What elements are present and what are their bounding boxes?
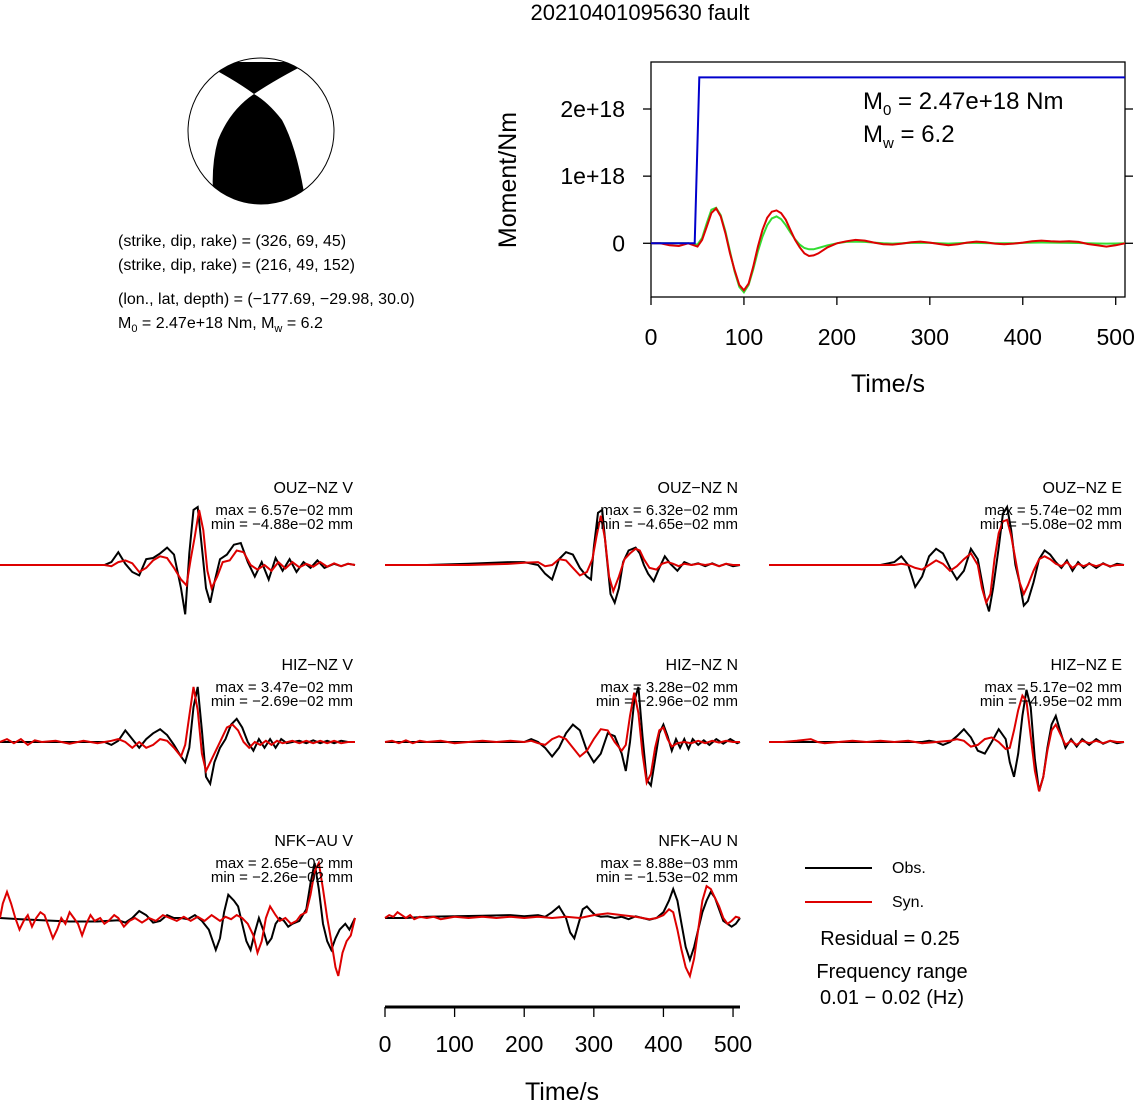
- moment-rate-chart: 0 100 200 300 400 500 0 1e+18 2e+18 Time/s Mome…: [494, 61, 1135, 398]
- station-min: min = −4.88e−02 mm: [211, 516, 353, 533]
- station-max: max = 5.74e−02 mm: [984, 502, 1122, 519]
- station-name: HIZ−NZ V: [281, 657, 353, 674]
- station-max: max = 3.47e−02 mm: [215, 679, 353, 696]
- synthetic-trace: [769, 693, 1124, 792]
- beachball-compressional-north: [200, 62, 310, 94]
- station-max: max = 3.28e−02 mm: [600, 679, 738, 696]
- moment-x-tick-label: 200: [818, 324, 856, 350]
- location-line: (lon., lat, depth) = (−177.69, −29.98, 3…: [118, 291, 415, 308]
- moment-x-tick-label: 500: [1097, 324, 1135, 350]
- waveform-x-tick-label: 400: [644, 1031, 682, 1057]
- waveform-x-tick-label: 300: [575, 1031, 613, 1057]
- synthetic-trace: [0, 686, 355, 774]
- waveform-x-tick-label: 100: [435, 1031, 473, 1057]
- station-max: max = 5.17e−02 mm: [984, 679, 1122, 696]
- legend-syn-label: Syn.: [892, 894, 924, 911]
- station-name: NFK−AU V: [274, 833, 353, 850]
- station-max: max = 2.65e−02 mm: [215, 855, 353, 872]
- station-min: min = −1.53e−02 mm: [596, 869, 738, 886]
- station-max: max = 6.57e−02 mm: [215, 502, 353, 519]
- moment-x-tick-label: 0: [645, 324, 658, 350]
- beachball-outline: [187, 57, 335, 205]
- moment-plot-frame: [650, 61, 1126, 298]
- synthetic-trace: [385, 515, 740, 595]
- observed-trace: [385, 886, 741, 964]
- synthetic-trace: [769, 518, 1124, 606]
- station-name: OUZ−NZ N: [658, 480, 738, 497]
- synthetic-trace: [384, 884, 741, 979]
- magnitude-line: M0 = 2.47e+18 Nm, Mw = 6.2: [118, 315, 323, 335]
- station-name: OUZ−NZ V: [273, 480, 353, 497]
- waveform-x-tick-label: 200: [505, 1031, 543, 1057]
- legend-obs-label: Obs.: [892, 860, 926, 877]
- station-min: min = −2.26e−02 mm: [211, 869, 353, 886]
- residual-text: Residual = 0.25: [820, 928, 960, 950]
- waveform-x-axis-label: Time/s: [525, 1078, 599, 1104]
- station-min: min = −5.08e−02 mm: [980, 516, 1122, 533]
- moment-y-tick-label: 1e+18: [560, 163, 625, 189]
- station-min: min = −2.69e−02 mm: [211, 693, 353, 710]
- station-min: min = −2.96e−02 mm: [596, 693, 738, 710]
- waveform-x-axis: 0 100 200 300 400 500 Time/s: [379, 1005, 752, 1104]
- station-name: OUZ−NZ E: [1042, 480, 1122, 497]
- legend: Obs. Syn.: [805, 860, 926, 911]
- moment-y-tick-label: 2e+18: [560, 96, 625, 122]
- beachball-compressional-south: [212, 94, 306, 204]
- waveform-x-tick-label: 500: [714, 1031, 752, 1057]
- moment-annotation-m0: M0 = 2.47e+18 Nm: [863, 88, 1063, 119]
- synthetic-trace: [0, 509, 356, 592]
- station-min: min = −4.95e−02 mm: [980, 693, 1122, 710]
- observed-trace: [0, 862, 356, 953]
- mechanism-line-2: (strike, dip, rake) = (216, 49, 152): [118, 257, 355, 274]
- figure-title: 20210401095630 fault: [531, 0, 750, 25]
- frequency-value: 0.01 − 0.02 (Hz): [820, 987, 964, 1009]
- moment-x-tick-label: 400: [1004, 324, 1042, 350]
- moment-x-tick-label: 300: [911, 324, 949, 350]
- moment-series-1: [651, 206, 1126, 292]
- station-max: max = 8.88e−03 mm: [600, 855, 738, 872]
- station-name: HIZ−NZ E: [1050, 657, 1122, 674]
- mechanism-line-1: (strike, dip, rake) = (326, 69, 45): [118, 233, 346, 250]
- moment-annotation-mw: Mw = 6.2: [863, 121, 955, 152]
- beachball: [187, 57, 335, 205]
- synthetic-trace: [0, 859, 356, 977]
- frequency-label: Frequency range: [816, 961, 967, 983]
- observed-trace: [0, 505, 356, 615]
- station-max: max = 6.32e−02 mm: [600, 502, 738, 519]
- station-name: NFK−AU N: [658, 833, 738, 850]
- station-min: min = −4.65e−02 mm: [596, 516, 738, 533]
- moment-x-axis-label: Time/s: [851, 370, 925, 398]
- moment-x-tick-label: 100: [725, 324, 763, 350]
- station-name: HIZ−NZ N: [666, 657, 738, 674]
- observed-trace: [385, 686, 741, 789]
- synthetic-trace: [384, 692, 740, 786]
- moment-series-0: [651, 76, 1125, 245]
- waveform-x-tick-label: 0: [379, 1031, 392, 1057]
- moment-y-axis-label: Moment/Nm: [494, 112, 522, 248]
- moment-y-tick-label: 0: [612, 230, 625, 256]
